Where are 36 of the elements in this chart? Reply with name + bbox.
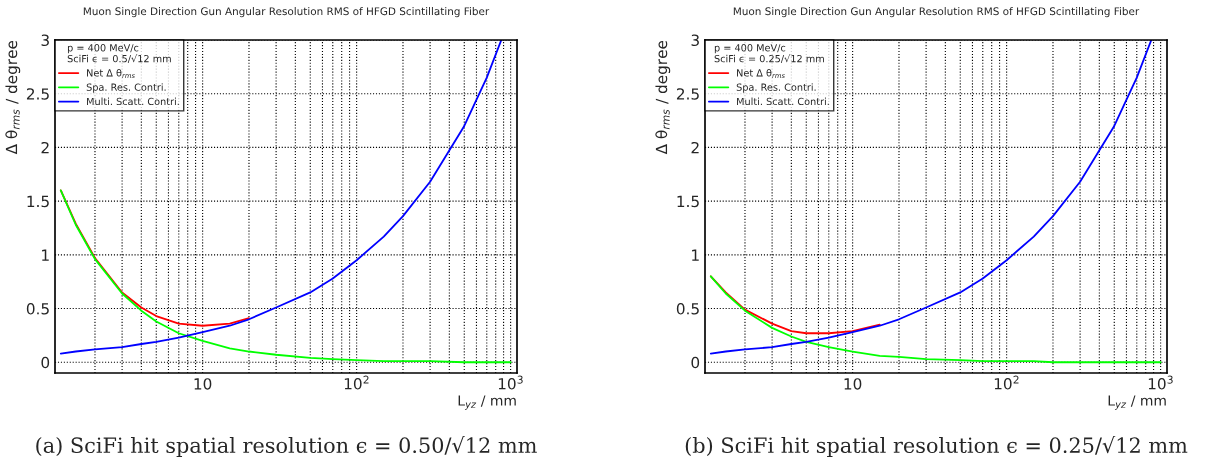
y-tick-label: 1.5 — [27, 195, 49, 208]
x-tick-label: 10$^{3}$ — [498, 375, 523, 390]
x-tick-label: 10$^{3}$ — [1148, 375, 1173, 390]
x-axis-title: L$_{yz}$ / mm — [458, 395, 516, 410]
legend-label: Multi. Scatt. Contri. — [87, 97, 179, 106]
y-tick-label: 0 — [41, 356, 50, 369]
legend-label: Spa. Res. Contri. — [86, 83, 166, 93]
legend-label: Net Δ θ$_{rms}$ — [87, 68, 135, 79]
legend-label: Spa. Res. Contri. — [736, 83, 816, 93]
chart-title: Muon Single Direction Gun Angular Resolution RMS of HFGD Scintillating Fiber — [733, 7, 1140, 18]
legend-title: p = 400 MeV/c SciFi ϵ = 0.25/√12 mm — [714, 44, 824, 64]
chart-title: Muon Single Direction Gun Angular Resolution RMS of HFGD Scintillating Fiber — [83, 7, 490, 18]
y-tick-label: 3 — [691, 34, 699, 47]
y-tick-label: 2.5 — [676, 88, 699, 100]
y-tick-label: 0.5 — [676, 303, 699, 315]
y-tick-label: 0.5 — [26, 303, 49, 315]
x-tick-label: 10$^{2}$ — [344, 375, 369, 390]
text: (a) SciFi hit spatial resolution ϵ = 0.50/√12 mm — [36, 435, 537, 458]
y-tick-label: 2.5 — [26, 88, 49, 100]
x-tick-label: 10 — [194, 378, 212, 390]
legend-label: Multi. Scatt. Contri. — [737, 97, 829, 106]
y-axis-title: Δ θ$_{rms}$ / degree — [5, 40, 21, 155]
legend-label: Net Δ θ$_{rms}$ — [737, 68, 785, 79]
x-tick-label: 10 — [844, 378, 862, 390]
y-tick-label: 2 — [41, 141, 49, 154]
y-tick-label: 0 — [691, 356, 700, 369]
legend-title: p = 400 MeV/c SciFi ϵ = 0.5/√12 mm — [67, 44, 171, 64]
y-tick-label: 1 — [42, 249, 49, 261]
y-tick-label: 2 — [691, 141, 699, 154]
y-tick-label: 3 — [41, 34, 49, 47]
y-axis-title: Δ θ$_{rms}$ / degree — [655, 40, 671, 155]
x-tick-label: 10$^{2}$ — [994, 375, 1019, 390]
x-axis-title: L$_{yz}$ / mm — [1108, 395, 1166, 410]
text: (b) SciFi hit spatial resolution ϵ = 0.25/√12 mm — [685, 435, 1188, 458]
y-tick-label: 1.5 — [677, 195, 699, 208]
y-tick-label: 1 — [692, 249, 699, 261]
